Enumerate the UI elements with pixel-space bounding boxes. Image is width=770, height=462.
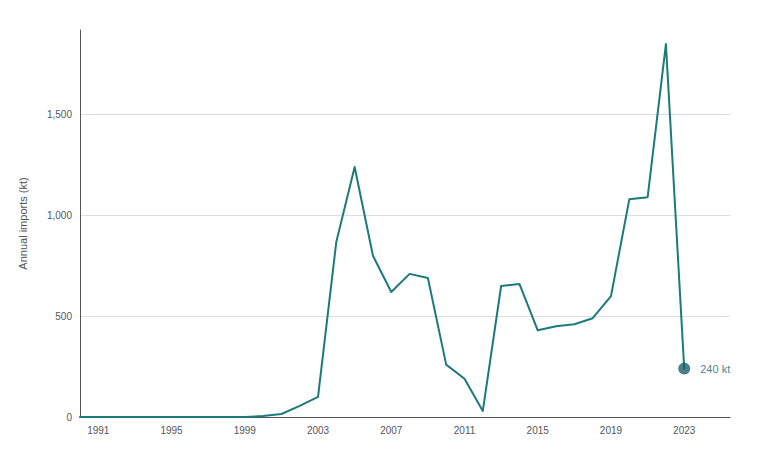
svg-text:2019: 2019 [600, 425, 623, 436]
svg-text:0: 0 [66, 412, 72, 423]
svg-text:Annual imports (kt): Annual imports (kt) [17, 177, 29, 269]
svg-text:2003: 2003 [307, 425, 330, 436]
svg-text:240 kt: 240 kt [700, 363, 730, 375]
svg-text:1999: 1999 [234, 425, 257, 436]
svg-text:500: 500 [55, 311, 72, 322]
svg-text:1,500: 1,500 [47, 109, 72, 120]
svg-text:2011: 2011 [454, 425, 476, 436]
svg-text:2015: 2015 [527, 425, 550, 436]
svg-text:1991: 1991 [87, 425, 110, 436]
svg-text:2023: 2023 [673, 425, 696, 436]
svg-text:1,000: 1,000 [47, 210, 72, 221]
svg-text:1995: 1995 [160, 425, 183, 436]
svg-text:2007: 2007 [380, 425, 403, 436]
